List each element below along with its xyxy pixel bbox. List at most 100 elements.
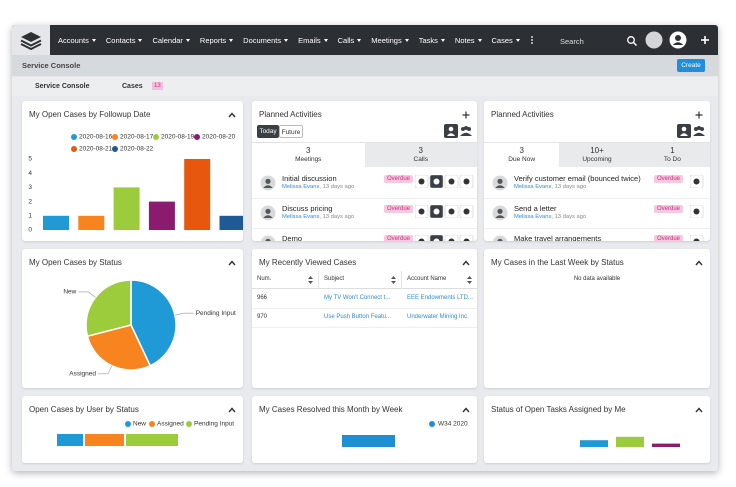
table-cell[interactable]: Use Push Button Featu... xyxy=(324,314,392,320)
legend-label: 2020-08-17 xyxy=(120,134,154,141)
sort-icon xyxy=(391,276,396,284)
activity-tab[interactable]: 1 To Do xyxy=(634,142,710,167)
caret xyxy=(229,38,234,42)
legend-label: W34 2020 xyxy=(438,421,468,428)
avatar-body xyxy=(495,215,505,218)
owner-link[interactable]: Melissa Evans xyxy=(514,214,552,220)
tab[interactable]: Cases xyxy=(122,83,143,90)
nav-item[interactable]: Reports xyxy=(199,35,234,45)
table-cell[interactable]: Underwater Mining Inc. xyxy=(407,314,469,320)
nav-item[interactable]: Emails xyxy=(298,36,328,45)
column-header[interactable]: Subject xyxy=(319,271,402,289)
column-header[interactable]: Account Name xyxy=(402,271,477,289)
collapse-icon[interactable] xyxy=(228,406,236,414)
collapse-icon[interactable] xyxy=(462,259,470,267)
action-icon xyxy=(418,238,425,241)
activity-tab[interactable]: 3 Meetings xyxy=(252,142,365,167)
create-button[interactable]: Create xyxy=(677,59,705,72)
owner-link[interactable]: Melissa Evans xyxy=(282,184,320,190)
nav-item[interactable]: Documents xyxy=(243,36,289,45)
table-cell[interactable]: EEE Endowments LTD... xyxy=(407,295,473,301)
logo[interactable] xyxy=(12,25,50,55)
nav-item[interactable]: Calls xyxy=(338,36,362,45)
nav-item[interactable]: Calendar xyxy=(152,36,190,45)
action-icon xyxy=(418,208,425,215)
more-menu[interactable] xyxy=(530,35,534,45)
collapse-icon[interactable] xyxy=(228,111,236,119)
bar xyxy=(113,187,140,230)
leader-line xyxy=(98,365,113,375)
bar-segment xyxy=(85,434,124,446)
caret xyxy=(323,38,328,42)
activity-title[interactable]: Verify customer email (bounced twice) xyxy=(514,174,641,183)
group xyxy=(460,132,472,136)
add-icon[interactable] xyxy=(462,111,470,119)
legend-swatch xyxy=(153,134,159,140)
search-label[interactable]: Search xyxy=(560,37,584,46)
nav-item[interactable]: Tasks xyxy=(419,36,445,45)
activity-row: Send a letter Melissa Evans, 13 days ago O… xyxy=(484,199,710,229)
nav-item[interactable]: Meetings xyxy=(371,36,409,45)
nav-item[interactable]: Cases xyxy=(492,36,520,45)
filter-toggle[interactable]: Today xyxy=(257,125,279,138)
nav-item[interactable]: Notes xyxy=(455,36,482,45)
action-icon xyxy=(693,238,700,241)
collapse-icon[interactable] xyxy=(695,406,703,414)
activity-title[interactable]: Demo xyxy=(282,234,303,241)
nav-label: Reports xyxy=(199,35,227,45)
dot xyxy=(530,42,533,44)
logo-icon xyxy=(20,32,42,51)
search-icon[interactable] xyxy=(626,35,638,47)
tab-count: 3 xyxy=(519,146,524,155)
tab-label: Meetings xyxy=(295,156,322,163)
nav-item[interactable]: Accounts xyxy=(58,36,96,45)
filter-toggle[interactable]: Future xyxy=(279,125,303,138)
pie-label: Assigned xyxy=(69,371,96,378)
activity-title[interactable]: Initial discussion xyxy=(282,174,337,183)
avatar[interactable] xyxy=(645,31,663,49)
user-menu[interactable] xyxy=(669,31,687,49)
bar xyxy=(184,159,211,230)
legend-label: 2020-08-16 xyxy=(79,134,113,141)
dashlet-title: Planned Activities xyxy=(491,110,554,119)
view-toggle[interactable] xyxy=(444,124,474,138)
quick-create[interactable] xyxy=(700,35,710,45)
sort-icon xyxy=(308,276,313,284)
add-icon[interactable] xyxy=(695,111,703,119)
activity-title[interactable]: Discuss pricing xyxy=(282,204,333,213)
tab[interactable]: Service Console xyxy=(35,83,90,90)
activity-tab[interactable]: 3 Calls xyxy=(364,142,477,167)
activity-title[interactable]: Make travel arrangements xyxy=(514,234,602,241)
activity-tab[interactable]: 3 Due Now xyxy=(484,142,560,167)
y-tick-label: 4 xyxy=(28,170,32,177)
dashlet: My Recently Viewed Cases Num. Subject Accou… xyxy=(252,249,477,388)
column-header[interactable]: Num. xyxy=(252,271,319,289)
table-cell[interactable]: My TV Won't Connect t... xyxy=(324,295,391,301)
activity-meta: Melissa Evans, 13 days ago xyxy=(282,214,354,220)
legend-label: Pending Input xyxy=(194,421,234,428)
avatar-body xyxy=(495,185,505,188)
leader-line xyxy=(78,291,96,298)
bar xyxy=(342,435,395,447)
dashlet-title: My Open Cases by Status xyxy=(29,258,122,267)
dashlet: Open Cases by User by Status New Assigned P… xyxy=(22,396,243,463)
activity-title[interactable]: Send a letter xyxy=(514,204,557,213)
owner-link[interactable]: Melissa Evans xyxy=(282,214,320,220)
caret xyxy=(185,38,190,42)
tab-badge: 13 xyxy=(152,82,163,90)
action-icon xyxy=(693,178,700,185)
empty-message: No data available xyxy=(573,276,621,282)
legend-swatch xyxy=(125,421,131,427)
collapse-icon[interactable] xyxy=(462,406,470,414)
tab-count: 3 xyxy=(306,146,311,155)
caret xyxy=(284,38,289,42)
collapse-icon[interactable] xyxy=(228,259,236,267)
activity-row: Make travel arrangementsMelissa Evans, 1… xyxy=(484,229,710,241)
collapse-icon[interactable] xyxy=(695,259,703,267)
owner-link[interactable]: Melissa Evans xyxy=(514,184,552,190)
dashlet: My Open Cases by Status Pending Input Assi… xyxy=(22,249,243,388)
nav-item[interactable]: Contacts xyxy=(106,36,143,45)
activity-tab[interactable]: 10+ Upcoming xyxy=(559,142,635,167)
activity-meta: Melissa Evans, 13 days ago xyxy=(282,184,354,190)
view-toggle[interactable] xyxy=(677,124,707,138)
